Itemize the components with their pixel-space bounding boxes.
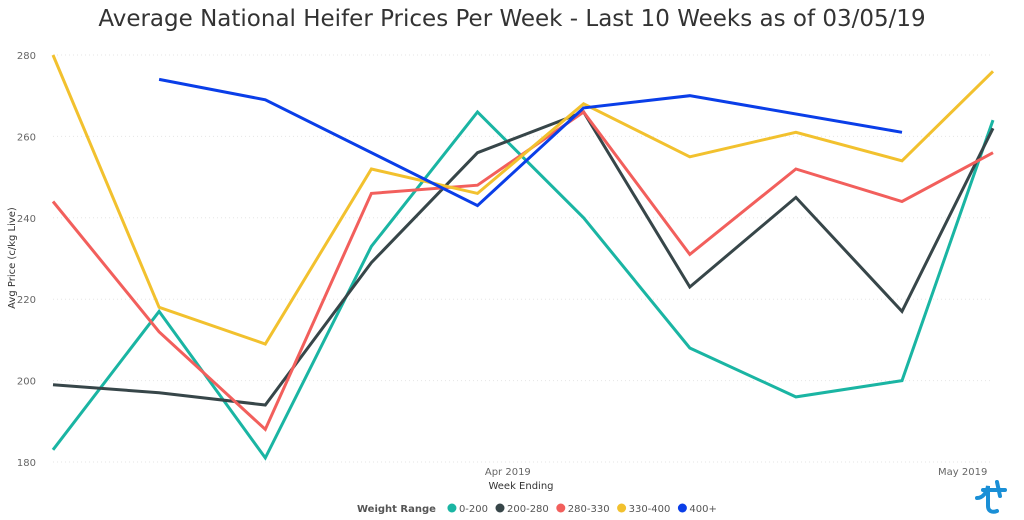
y-axis-label: Avg Price (c/kg Live): [7, 207, 18, 309]
legend-item-200-280[interactable]: 200-280: [507, 504, 549, 515]
y-tick-label: 260: [17, 132, 36, 143]
series-line-200-280: [52, 110, 995, 407]
logo-bird-body: [975, 485, 999, 514]
y-tick-label: 240: [17, 214, 36, 225]
legend-marker: [447, 503, 457, 513]
legend-item-400+[interactable]: 400+: [689, 504, 716, 515]
x-tick-label: Apr 2019: [485, 467, 531, 478]
series-line-280-330: [51, 109, 994, 432]
x-axis-label: Week Ending: [488, 481, 553, 492]
logo-bird-wing: [981, 480, 1007, 498]
y-tick-label: 180: [17, 458, 36, 469]
bird-logo-icon: [975, 480, 1007, 514]
legend-item-280-330[interactable]: 280-330: [568, 504, 610, 515]
legend-marker: [677, 503, 687, 513]
legend[interactable]: Weight Range 0-200 200-280 280-330 330-400 4…: [357, 503, 717, 516]
legend-marker: [495, 503, 505, 513]
legend-item-0-200[interactable]: 0-200: [459, 504, 488, 515]
legend-marker: [556, 503, 566, 513]
y-tick-label: 220: [17, 295, 36, 306]
y-tick-label: 280: [17, 51, 36, 62]
y-axis-ticks: 180 200 220 240 260 280: [17, 51, 36, 469]
legend-marker: [617, 503, 627, 513]
series-lines: [51, 54, 995, 461]
series-line-0-200: [51, 109, 995, 461]
legend-item-330-400[interactable]: 330-400: [629, 504, 671, 515]
legend-title: Weight Range: [357, 504, 436, 515]
x-tick-label: May 2019: [938, 467, 987, 478]
x-axis-ticks: Apr 2019 May 2019: [485, 467, 987, 478]
series-line-400+: [158, 77, 903, 208]
chart-title: Average National Heifer Prices Per Week …: [98, 6, 925, 32]
y-tick-label: 200: [17, 377, 36, 388]
series-line-330-400: [51, 54, 995, 346]
